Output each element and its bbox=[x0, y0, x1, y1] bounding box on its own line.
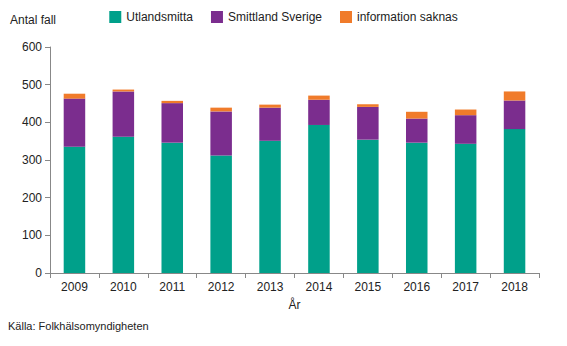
svg-text:2014: 2014 bbox=[306, 280, 333, 294]
svg-text:År: År bbox=[289, 297, 301, 312]
svg-text:600: 600 bbox=[22, 40, 42, 54]
svg-text:2012: 2012 bbox=[208, 280, 235, 294]
svg-text:100: 100 bbox=[22, 228, 42, 242]
svg-text:2009: 2009 bbox=[61, 280, 88, 294]
svg-text:2010: 2010 bbox=[110, 280, 137, 294]
svg-text:0: 0 bbox=[35, 266, 42, 280]
svg-text:information saknas: information saknas bbox=[357, 10, 458, 24]
svg-text:2015: 2015 bbox=[354, 280, 381, 294]
svg-text:2017: 2017 bbox=[452, 280, 479, 294]
svg-text:400: 400 bbox=[22, 115, 42, 129]
svg-text:Antal fall: Antal fall bbox=[10, 13, 56, 27]
svg-text:200: 200 bbox=[22, 191, 42, 205]
svg-text:2011: 2011 bbox=[159, 280, 185, 294]
svg-text:Källa: Folkhälsomyndigheten: Källa: Folkhälsomyndigheten bbox=[8, 320, 149, 332]
svg-text:500: 500 bbox=[22, 78, 42, 92]
svg-text:Smittland Sverige: Smittland Sverige bbox=[228, 10, 322, 24]
svg-text:2018: 2018 bbox=[501, 280, 528, 294]
svg-text:2013: 2013 bbox=[257, 280, 284, 294]
svg-text:2016: 2016 bbox=[403, 280, 430, 294]
svg-text:300: 300 bbox=[22, 153, 42, 167]
svg-text:Utlandsmitta: Utlandsmitta bbox=[126, 10, 193, 24]
